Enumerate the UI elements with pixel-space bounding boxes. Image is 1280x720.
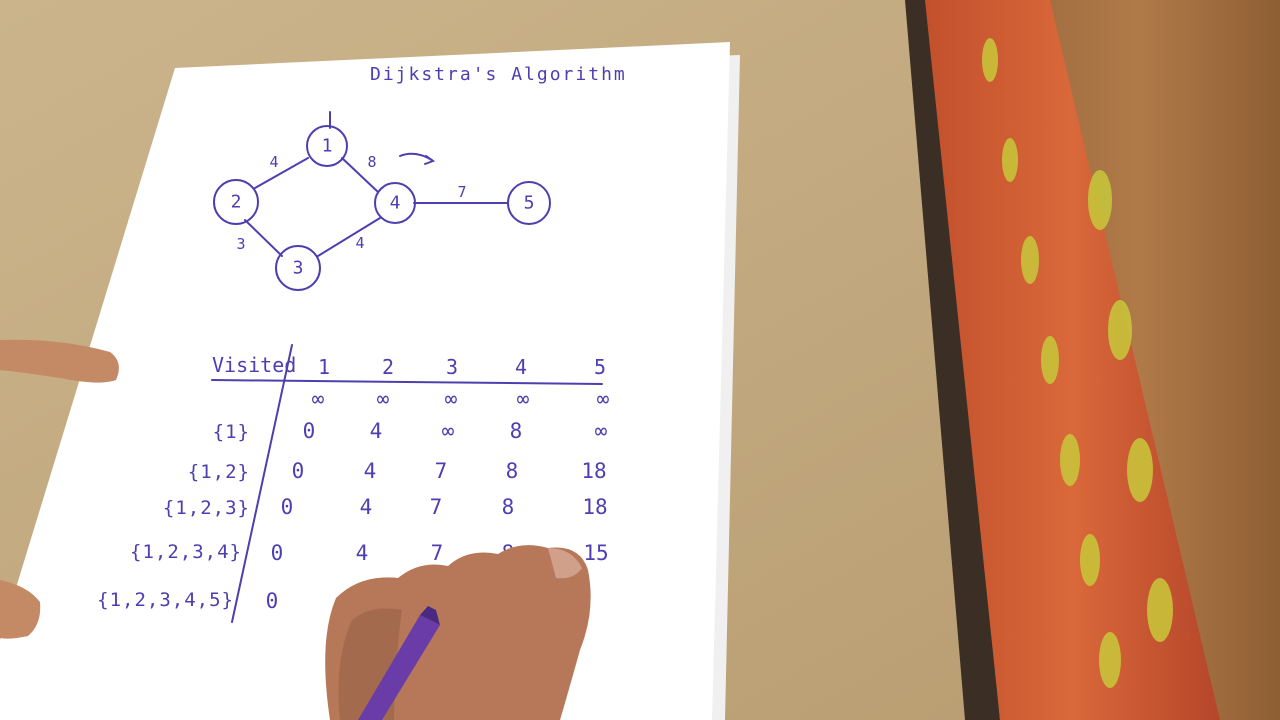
table-cell: ∞ xyxy=(445,387,458,411)
table-cell: 0 xyxy=(292,459,305,483)
table-cell: 4 xyxy=(356,541,369,565)
visited-header: Visited xyxy=(212,353,296,377)
edge-weight-2-3: 3 xyxy=(236,235,245,253)
table-cell: ∞ xyxy=(597,387,610,411)
edge-1-2 xyxy=(254,157,309,189)
table-cell: 8 xyxy=(502,495,515,519)
visited-set-label: {1,2,3,4} xyxy=(130,541,242,563)
table-cell: 7 xyxy=(430,495,443,519)
table-cell: 0 xyxy=(266,589,279,613)
table-cell: ∞ xyxy=(517,387,530,411)
table-cell: 18 xyxy=(581,459,606,483)
table-cell: ∞ xyxy=(312,387,325,411)
table-cell: 8 xyxy=(510,419,523,443)
table-cell: ∞ xyxy=(442,419,455,443)
table-cell: 7 xyxy=(431,541,444,565)
node-label-3: 3 xyxy=(293,258,304,279)
table-row: {1} 0 4 ∞ 8 ∞ xyxy=(213,419,608,443)
table-cell: 15 xyxy=(583,541,608,565)
edge-weight-4-5: 7 xyxy=(457,183,466,201)
table-header-rule xyxy=(211,379,603,385)
left-hand-fingers xyxy=(0,339,119,639)
visited-set-label: {1,2,3,4,5} xyxy=(97,589,234,611)
edge-1-4 xyxy=(341,157,379,193)
table-cell: 0 xyxy=(271,541,284,565)
node-label-5: 5 xyxy=(524,193,535,214)
table-row: {1,2,3} 0 4 7 8 18 xyxy=(163,495,608,519)
visited-set-label: {1} xyxy=(213,421,250,443)
table-cell: ∞ xyxy=(595,419,608,443)
col-header-4: 4 xyxy=(515,355,527,379)
table-cell: 0 xyxy=(281,495,294,519)
edge-3-4 xyxy=(317,217,381,257)
cloth-pattern xyxy=(982,38,1173,688)
table-row: ∞ ∞ ∞ ∞ ∞ xyxy=(312,387,610,411)
graph-node-2: 2 xyxy=(213,179,259,225)
node-label-1: 1 xyxy=(322,136,333,157)
desk-edge xyxy=(905,0,1000,720)
purple-pen xyxy=(358,606,440,720)
table-cell: 4 xyxy=(360,495,373,519)
table-cell: 7 xyxy=(435,459,448,483)
edge-weight-1-2: 4 xyxy=(269,153,278,171)
graph-edges xyxy=(244,111,509,257)
col-header-2: 2 xyxy=(382,355,394,379)
visited-set-label: {1,2} xyxy=(188,461,250,483)
table-row: {1,2} 0 4 7 8 18 xyxy=(188,459,607,483)
graph-node-3: 3 xyxy=(275,245,321,291)
edge-weight-3-4: 4 xyxy=(355,234,364,252)
table-cell: ∞ xyxy=(377,387,390,411)
table-cell: 4 xyxy=(370,419,383,443)
table-cell: 4 xyxy=(364,459,377,483)
orange-cloth xyxy=(925,0,1220,720)
table-row: {1,2,3,4,5} 0 xyxy=(97,589,278,613)
edge-2-3 xyxy=(244,219,283,257)
visited-set-label: {1,2,3} xyxy=(163,497,250,519)
table-cell: 18 xyxy=(582,495,607,519)
table-cell: 8 xyxy=(506,459,519,483)
graph-node-4: 4 xyxy=(374,182,416,224)
table-column-divider xyxy=(231,344,293,623)
edge-weight-1-4: 8 xyxy=(367,153,376,171)
col-header-3: 3 xyxy=(446,355,458,379)
graph-node-1: 1 xyxy=(306,125,348,167)
node-label-2: 2 xyxy=(231,192,242,213)
direction-arrow xyxy=(399,152,436,165)
col-header-1: 1 xyxy=(318,355,330,379)
node-label-4: 4 xyxy=(390,193,401,214)
col-header-5: 5 xyxy=(594,355,606,379)
page-title: Dijkstra's Algorithm xyxy=(370,64,627,85)
table-cell: 0 xyxy=(303,419,316,443)
graph-node-5: 5 xyxy=(507,181,551,225)
